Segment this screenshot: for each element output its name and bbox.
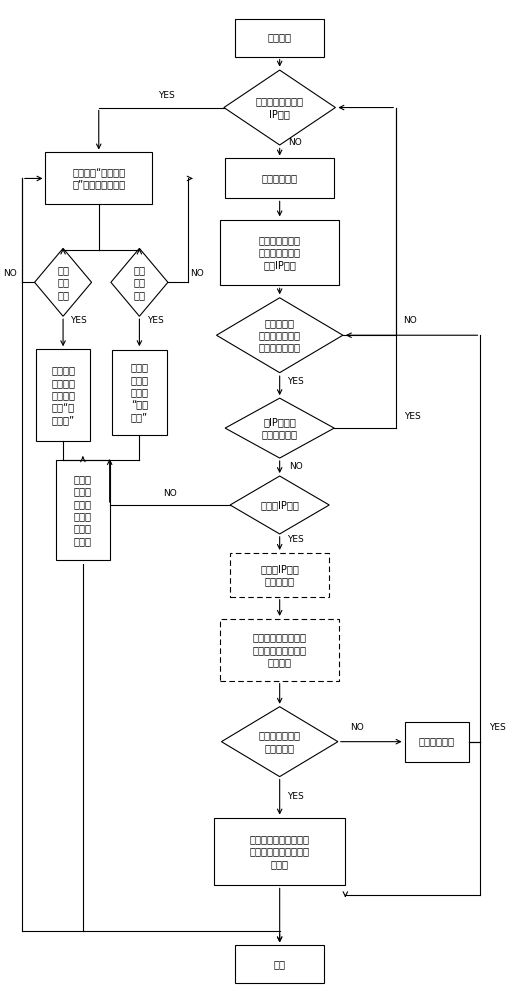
Text: NO: NO [404, 316, 417, 325]
Text: 利用网络层多播抄表上
行命令将应答帧上传到
集中器: 利用网络层多播抄表上 行命令将应答帧上传到 集中器 [250, 834, 309, 869]
Text: YES: YES [287, 792, 304, 801]
Polygon shape [221, 707, 338, 777]
Polygon shape [216, 298, 343, 373]
Polygon shape [224, 70, 335, 145]
Bar [214, 818, 345, 885]
Polygon shape [225, 398, 334, 458]
Text: NO: NO [288, 138, 301, 147]
Text: NO: NO [190, 269, 204, 278]
Bar [230, 553, 329, 597]
Text: 发起命令申
请的终端模块收
到下行集抄命令: 发起命令申 请的终端模块收 到下行集抄命令 [259, 318, 301, 353]
Bar [225, 158, 334, 198]
Text: 开始抄表: 开始抄表 [268, 33, 292, 43]
Text: NO: NO [350, 723, 364, 732]
Text: 路由将汇
聚并重新
建立一个
新的“最
佳路径”: 路由将汇 聚并重新 建立一个 新的“最 佳路径” [51, 365, 75, 425]
Text: YES: YES [71, 316, 88, 325]
Text: YES: YES [404, 412, 420, 421]
Text: 将目标IP地址
加入多播组: 将目标IP地址 加入多播组 [260, 564, 299, 586]
Text: YES: YES [489, 723, 506, 732]
Bar [45, 152, 152, 204]
Text: NO: NO [163, 489, 177, 498]
Text: 在每级
多播生
命周期
内进行
多播转
发命令: 在每级 多播生 命周期 内进行 多播转 发命令 [74, 474, 92, 546]
Text: 该IP地址的
命令帧已处理: 该IP地址的 命令帧已处理 [262, 417, 298, 439]
Bar [112, 350, 166, 435]
Text: 开始多播抄表: 开始多播抄表 [262, 173, 298, 183]
Bar [235, 19, 324, 57]
Polygon shape [230, 476, 329, 534]
Text: YES: YES [147, 316, 163, 325]
Text: 结束: 结束 [274, 959, 286, 969]
Text: 将应用层数据帧发送
到电表，并发出多播
终止命令: 将应用层数据帧发送 到电表，并发出多播 终止命令 [252, 632, 306, 667]
Text: YES: YES [287, 377, 304, 386]
Text: 开始基于“最佳路径
値”的单播路由抄表: 开始基于“最佳路径 値”的单播路由抄表 [72, 167, 125, 190]
Text: 是否找到单个目标
IP地址: 是否找到单个目标 IP地址 [256, 96, 304, 119]
Bar [220, 220, 339, 285]
Text: NO: NO [3, 269, 17, 278]
Bar [405, 722, 469, 762]
Text: 是目标IP地址: 是目标IP地址 [260, 500, 299, 510]
Text: NO: NO [289, 462, 302, 471]
Bar [36, 349, 90, 441]
Text: 路径
是否
有效: 路径 是否 有效 [133, 265, 146, 300]
Bar [235, 945, 324, 983]
Text: 主抄模块收集子
节点的场强信息
以及IP地址: 主抄模块收集子 节点的场强信息 以及IP地址 [259, 235, 301, 270]
Text: 丢弃该命令帧: 丢弃该命令帧 [419, 737, 455, 747]
Polygon shape [111, 248, 168, 316]
Polygon shape [35, 248, 92, 316]
Text: 节点
是否
有效: 节点 是否 有效 [57, 265, 69, 300]
Text: 超时之前收到电
能表应答帧: 超时之前收到电 能表应答帧 [259, 730, 301, 753]
Bar [220, 619, 339, 681]
Text: YES: YES [287, 535, 304, 544]
Text: 路由将
汇聚到
下一个
“最佳
路径”: 路由将 汇聚到 下一个 “最佳 路径” [130, 362, 149, 422]
Text: YES: YES [158, 91, 175, 100]
Bar [56, 460, 109, 560]
